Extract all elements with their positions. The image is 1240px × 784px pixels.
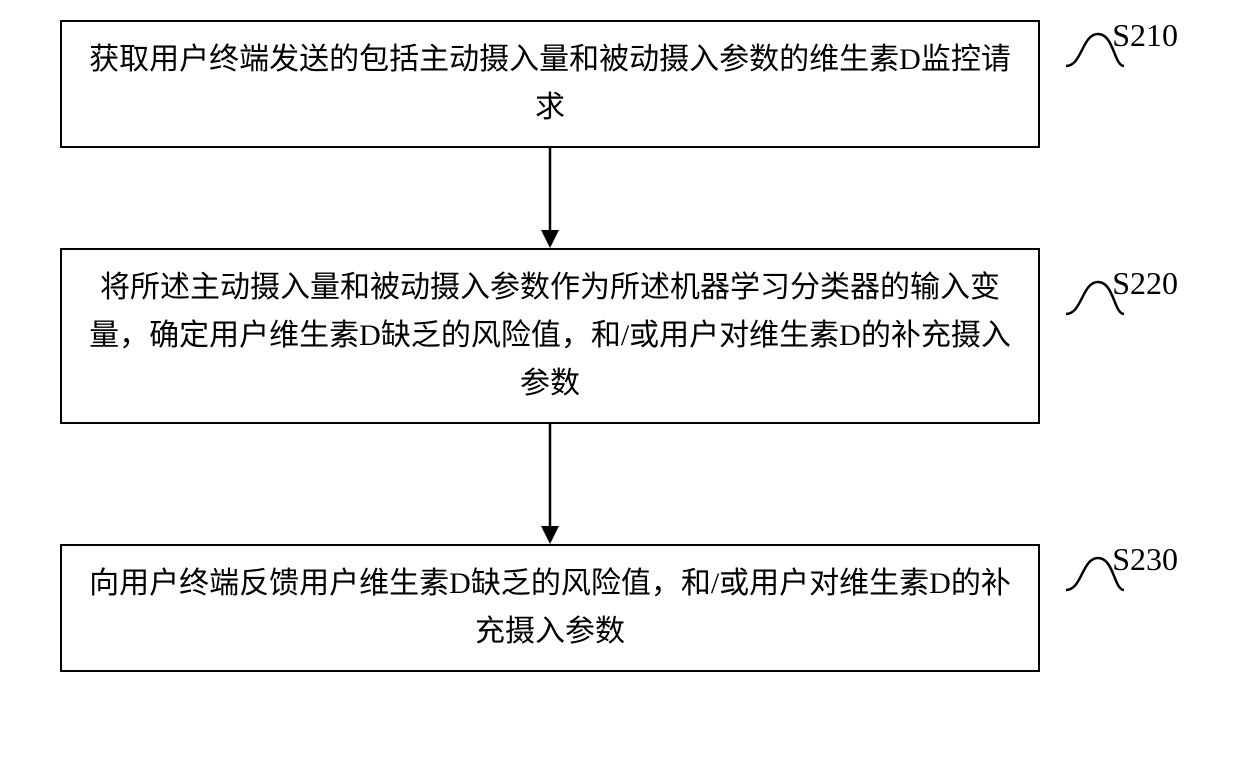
step-label: S210 — [1112, 10, 1178, 61]
flow-node-s210: 获取用户终端发送的包括主动摄入量和被动摄入参数的维生素D监控请求 S210 — [60, 20, 1040, 148]
flow-node-s230: 向用户终端反馈用户维生素D缺乏的风险值，和/或用户对维生素D的补充摄入参数 S2… — [60, 544, 1040, 672]
node-text: 获取用户终端发送的包括主动摄入量和被动摄入参数的维生素D监控请求 — [89, 43, 1011, 124]
flow-arrow — [60, 148, 1040, 248]
flow-arrow — [60, 424, 1040, 544]
node-text: 向用户终端反馈用户维生素D缺乏的风险值，和/或用户对维生素D的补充摄入参数 — [89, 567, 1011, 648]
step-label: S220 — [1112, 258, 1178, 309]
step-label: S230 — [1112, 534, 1178, 585]
node-text: 将所述主动摄入量和被动摄入参数作为所述机器学习分类器的输入变量，确定用户维生素D… — [89, 271, 1011, 400]
flowchart-diagram: 获取用户终端发送的包括主动摄入量和被动摄入参数的维生素D监控请求 S210 将所… — [40, 20, 1200, 672]
flow-node-s220: 将所述主动摄入量和被动摄入参数作为所述机器学习分类器的输入变量，确定用户维生素D… — [60, 248, 1040, 424]
